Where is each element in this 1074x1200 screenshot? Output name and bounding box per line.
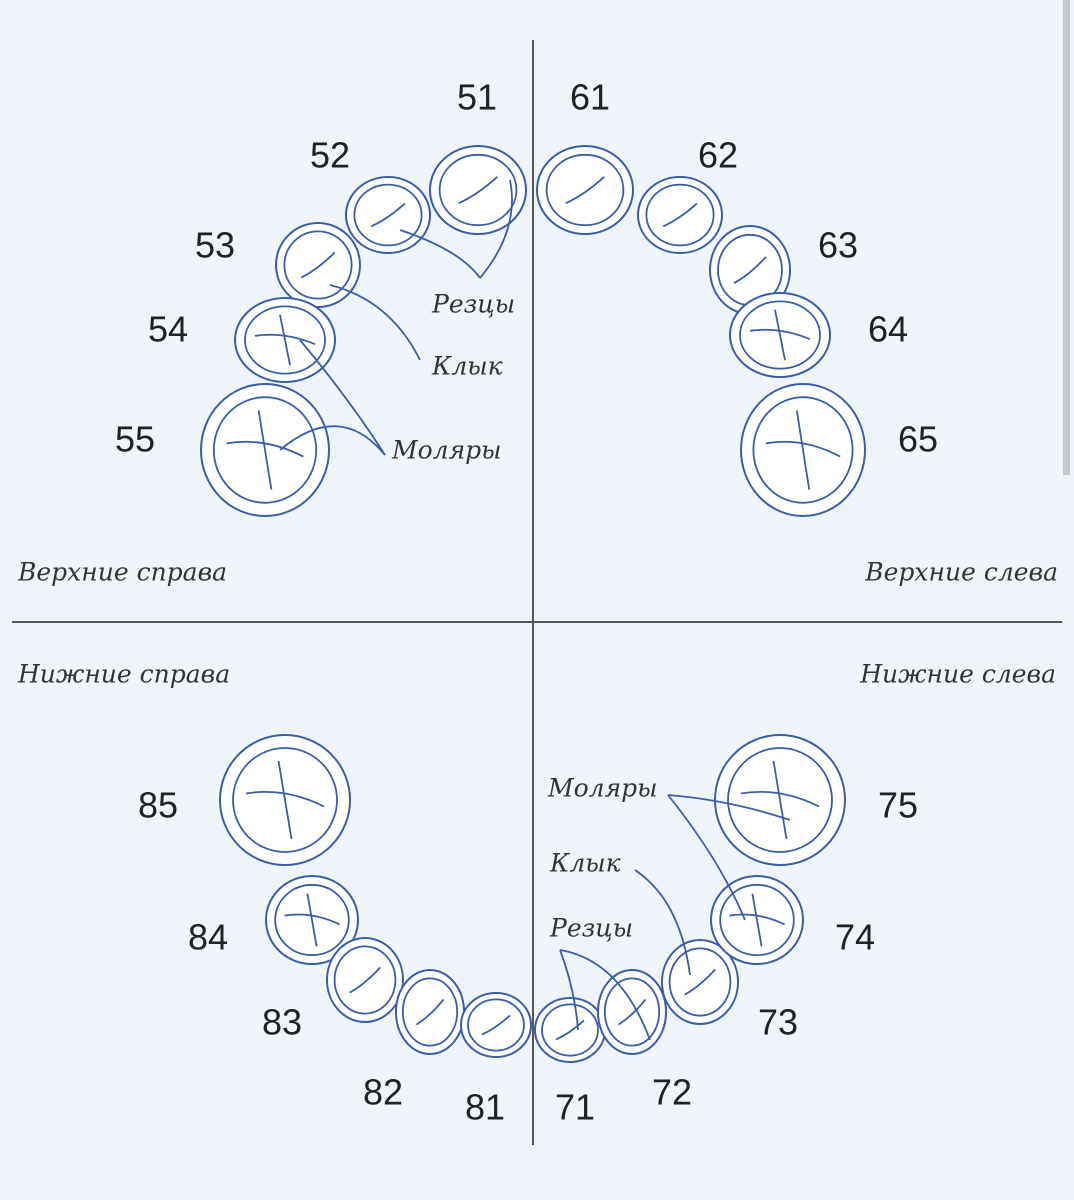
tooth-groove	[617, 998, 647, 1026]
tooth-groove	[284, 893, 340, 947]
tooth	[429, 145, 527, 235]
tooth-groove	[415, 998, 445, 1026]
tooth	[597, 969, 667, 1055]
tooth-groove	[684, 968, 716, 996]
tooth-number: 82	[363, 1072, 403, 1113]
tooth-crown	[603, 977, 661, 1047]
tooth-number: 72	[652, 1072, 692, 1113]
leader-line	[399, 179, 513, 279]
tooth-groove	[226, 410, 304, 490]
tooth	[637, 176, 723, 254]
tooth-number: 64	[868, 309, 908, 350]
tooth-number: 53	[195, 225, 235, 266]
tooth-crown	[541, 1003, 599, 1057]
annotation: Моляры	[547, 774, 658, 803]
tooth-groove	[254, 314, 316, 366]
tooth	[534, 997, 606, 1063]
tooth	[395, 969, 465, 1055]
leader-line	[667, 794, 791, 921]
leader-line	[559, 949, 651, 1041]
tooth-groove	[458, 176, 498, 205]
tooth	[460, 992, 532, 1058]
tooth-crown	[719, 883, 795, 957]
tooth-crown	[232, 747, 338, 853]
tooth-number: 71	[555, 1087, 595, 1128]
tooth-number: 55	[115, 419, 155, 460]
tooth-crown	[212, 396, 318, 504]
tooth-crown	[668, 947, 732, 1017]
quadrant-label: Верхние справа	[17, 558, 227, 587]
leader-line	[279, 339, 386, 456]
tooth-number: 75	[878, 785, 918, 826]
tooth-groove	[565, 176, 605, 205]
tooth-crown	[353, 183, 423, 247]
tooth-groove	[740, 760, 820, 840]
tooth-crown	[467, 998, 525, 1052]
teeth	[200, 145, 866, 1063]
tooth-groove	[733, 256, 767, 284]
leader-line	[329, 284, 421, 361]
tooth-number: 51	[457, 77, 497, 118]
tooth-crown	[438, 153, 518, 227]
tooth-groove	[349, 966, 381, 994]
tooth-crown	[244, 305, 326, 375]
annotation: Резцы	[549, 914, 633, 943]
tooth-crown	[333, 945, 397, 1015]
tooth-number: 85	[138, 785, 178, 826]
tooth-crown	[739, 300, 821, 370]
tooth-number: 61	[570, 77, 610, 118]
tooth-groove	[729, 893, 785, 947]
tooth-groove	[245, 760, 325, 840]
tooth-crown	[752, 396, 854, 504]
annotation: Резцы	[431, 290, 515, 319]
quadrant-label: Верхние слева	[864, 558, 1058, 587]
tooth-crown	[274, 883, 350, 957]
tooth-number: 62	[698, 135, 738, 176]
tooth-crown	[545, 153, 625, 227]
tooth-groove	[481, 1014, 511, 1036]
tooth	[661, 939, 739, 1025]
tooth	[275, 222, 361, 308]
tooth-number: 63	[818, 225, 858, 266]
tooth-number: 83	[262, 1002, 302, 1043]
tooth-groove	[300, 251, 336, 279]
tooth-number: 73	[758, 1002, 798, 1043]
annotation: Клык	[549, 849, 621, 878]
annotation: Клык	[431, 352, 503, 381]
tooth-number: 52	[310, 135, 350, 176]
tooth-number: 54	[148, 309, 188, 350]
tooth-crown	[727, 747, 833, 853]
tooth-crown	[645, 183, 715, 247]
tooth	[536, 145, 634, 235]
scrollbar	[1063, 0, 1070, 475]
tooth-crown	[283, 230, 353, 300]
quadrant-label: Нижние справа	[17, 660, 230, 689]
tooth-groove	[662, 202, 698, 228]
tooth	[345, 176, 431, 254]
tooth-groove	[765, 410, 841, 490]
tooth-number: 84	[188, 917, 228, 958]
tooth-number: 74	[835, 917, 875, 958]
tooth-groove	[370, 202, 406, 228]
tooth-number: 81	[465, 1087, 505, 1128]
annotation: Моляры	[391, 436, 502, 465]
quadrant-label: Нижние слева	[859, 660, 1056, 689]
tooth-groove	[555, 1019, 585, 1041]
tooth-number: 65	[898, 419, 938, 460]
leader-line	[634, 869, 691, 976]
tooth	[326, 937, 404, 1023]
tooth-crown	[401, 977, 459, 1047]
tooth-groove	[749, 309, 811, 361]
